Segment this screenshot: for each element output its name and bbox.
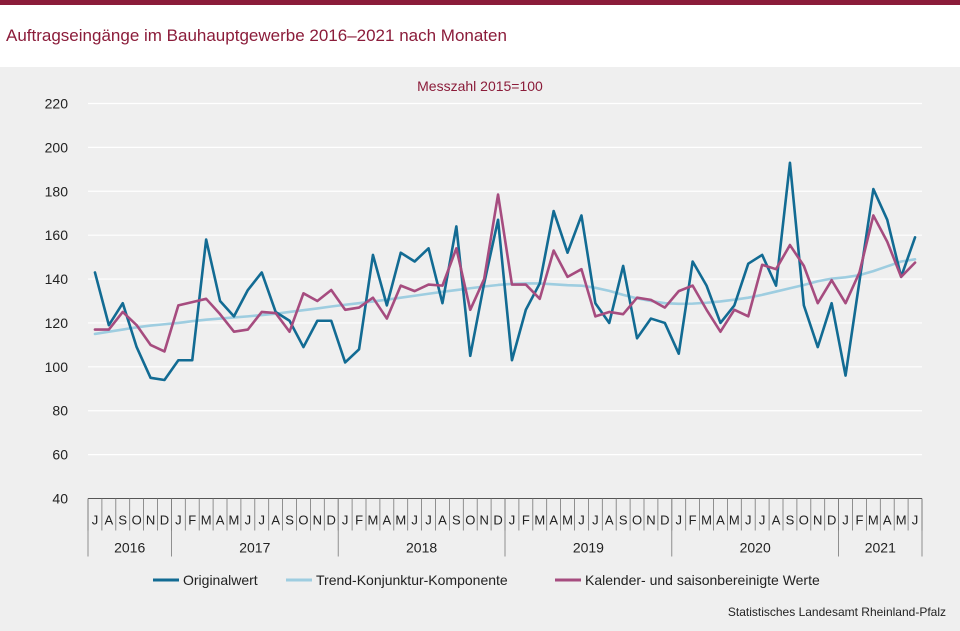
y-tick-label: 140 (45, 271, 69, 287)
y-tick-label: 200 (45, 139, 69, 155)
month-label: F (522, 513, 530, 528)
month-label: A (772, 513, 781, 528)
series-line-adjusted (93, 193, 917, 353)
month-label: O (465, 513, 475, 528)
month-label: J (259, 513, 266, 528)
month-label: O (132, 513, 142, 528)
chart-subtitle: Messzahl 2015=100 (417, 78, 543, 94)
month-label: D (327, 513, 336, 528)
y-tick-label: 60 (52, 447, 68, 463)
month-label: J (676, 513, 683, 528)
year-label: 2021 (865, 540, 896, 556)
month-label: F (355, 513, 363, 528)
month-label: J (175, 513, 182, 528)
month-label: J (92, 513, 99, 528)
month-label: A (605, 513, 614, 528)
month-label: M (701, 513, 712, 528)
month-label: M (534, 513, 545, 528)
month-label: A (105, 513, 114, 528)
month-label: N (313, 513, 322, 528)
month-label: F (855, 513, 863, 528)
month-label: O (632, 513, 642, 528)
series-lines (93, 161, 917, 382)
month-label: M (395, 513, 406, 528)
month-label: D (827, 513, 836, 528)
month-label: F (188, 513, 196, 528)
month-label: D (160, 513, 169, 528)
month-label: S (452, 513, 461, 528)
month-label: A (271, 513, 280, 528)
month-label: J (578, 513, 585, 528)
month-label: D (660, 513, 669, 528)
month-label: J (759, 513, 766, 528)
page-title: Auftragseingänge im Bauhauptgewerbe 2016… (6, 26, 507, 45)
year-label: 2019 (573, 540, 604, 556)
month-label: S (786, 513, 795, 528)
y-tick-label: 220 (45, 96, 69, 112)
y-tick-label: 40 (52, 491, 68, 507)
year-label: 2018 (406, 540, 437, 556)
y-axis: 40 60 80 100 120 140 160 180 200 220 (45, 96, 69, 507)
month-label: A (883, 513, 892, 528)
month-label: J (425, 513, 432, 528)
month-label: M (896, 513, 907, 528)
month-label: D (493, 513, 502, 528)
legend: Originalwert Trend-Konjunktur-Komponente K… (153, 572, 820, 588)
y-tick-label: 80 (52, 403, 68, 419)
month-label: J (342, 513, 349, 528)
month-label: A (716, 513, 725, 528)
month-label: S (619, 513, 628, 528)
month-label: A (549, 513, 558, 528)
month-label: J (745, 513, 752, 528)
month-label: O (298, 513, 308, 528)
legend-label: Kalender- und saisonbereinigte Werte (585, 572, 820, 588)
header-accent-bar (0, 0, 960, 5)
month-label: J (411, 513, 418, 528)
y-tick-label: 160 (45, 227, 69, 243)
month-label: M (562, 513, 573, 528)
series-line-original (93, 161, 917, 382)
month-label: J (509, 513, 516, 528)
month-label: M (729, 513, 740, 528)
month-label: M (201, 513, 212, 528)
month-label: N (146, 513, 155, 528)
legend-label: Trend-Konjunktur-Komponente (316, 572, 508, 588)
y-tick-label: 100 (45, 359, 69, 375)
month-label: A (383, 513, 392, 528)
month-label: J (245, 513, 252, 528)
y-tick-label: 180 (45, 183, 69, 199)
month-label: S (285, 513, 294, 528)
month-label: J (592, 513, 599, 528)
source-note: Statistisches Landesamt Rheinland-Pfalz (727, 605, 946, 619)
month-label: A (216, 513, 225, 528)
month-label: N (479, 513, 488, 528)
month-label: J (842, 513, 849, 528)
month-label: N (646, 513, 655, 528)
year-label: 2017 (239, 540, 270, 556)
month-label: F (689, 513, 697, 528)
month-label: J (912, 513, 919, 528)
month-label: M (368, 513, 379, 528)
month-label: M (868, 513, 879, 528)
y-tick-label: 120 (45, 315, 69, 331)
month-label: S (118, 513, 127, 528)
month-label: N (813, 513, 822, 528)
year-label: 2020 (740, 540, 771, 556)
month-label: A (438, 513, 447, 528)
month-label: M (229, 513, 240, 528)
legend-label: Originalwert (183, 572, 258, 588)
month-label: O (799, 513, 809, 528)
year-label: 2016 (114, 540, 145, 556)
